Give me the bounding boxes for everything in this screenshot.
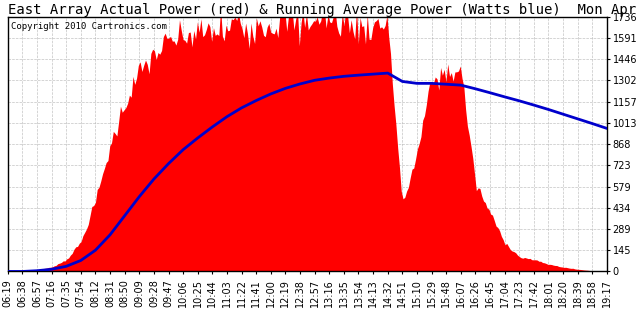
Text: East Array Actual Power (red) & Running Average Power (Watts blue)  Mon Apr 26 1: East Array Actual Power (red) & Running … bbox=[8, 3, 640, 17]
Text: Copyright 2010 Cartronics.com: Copyright 2010 Cartronics.com bbox=[11, 22, 166, 31]
